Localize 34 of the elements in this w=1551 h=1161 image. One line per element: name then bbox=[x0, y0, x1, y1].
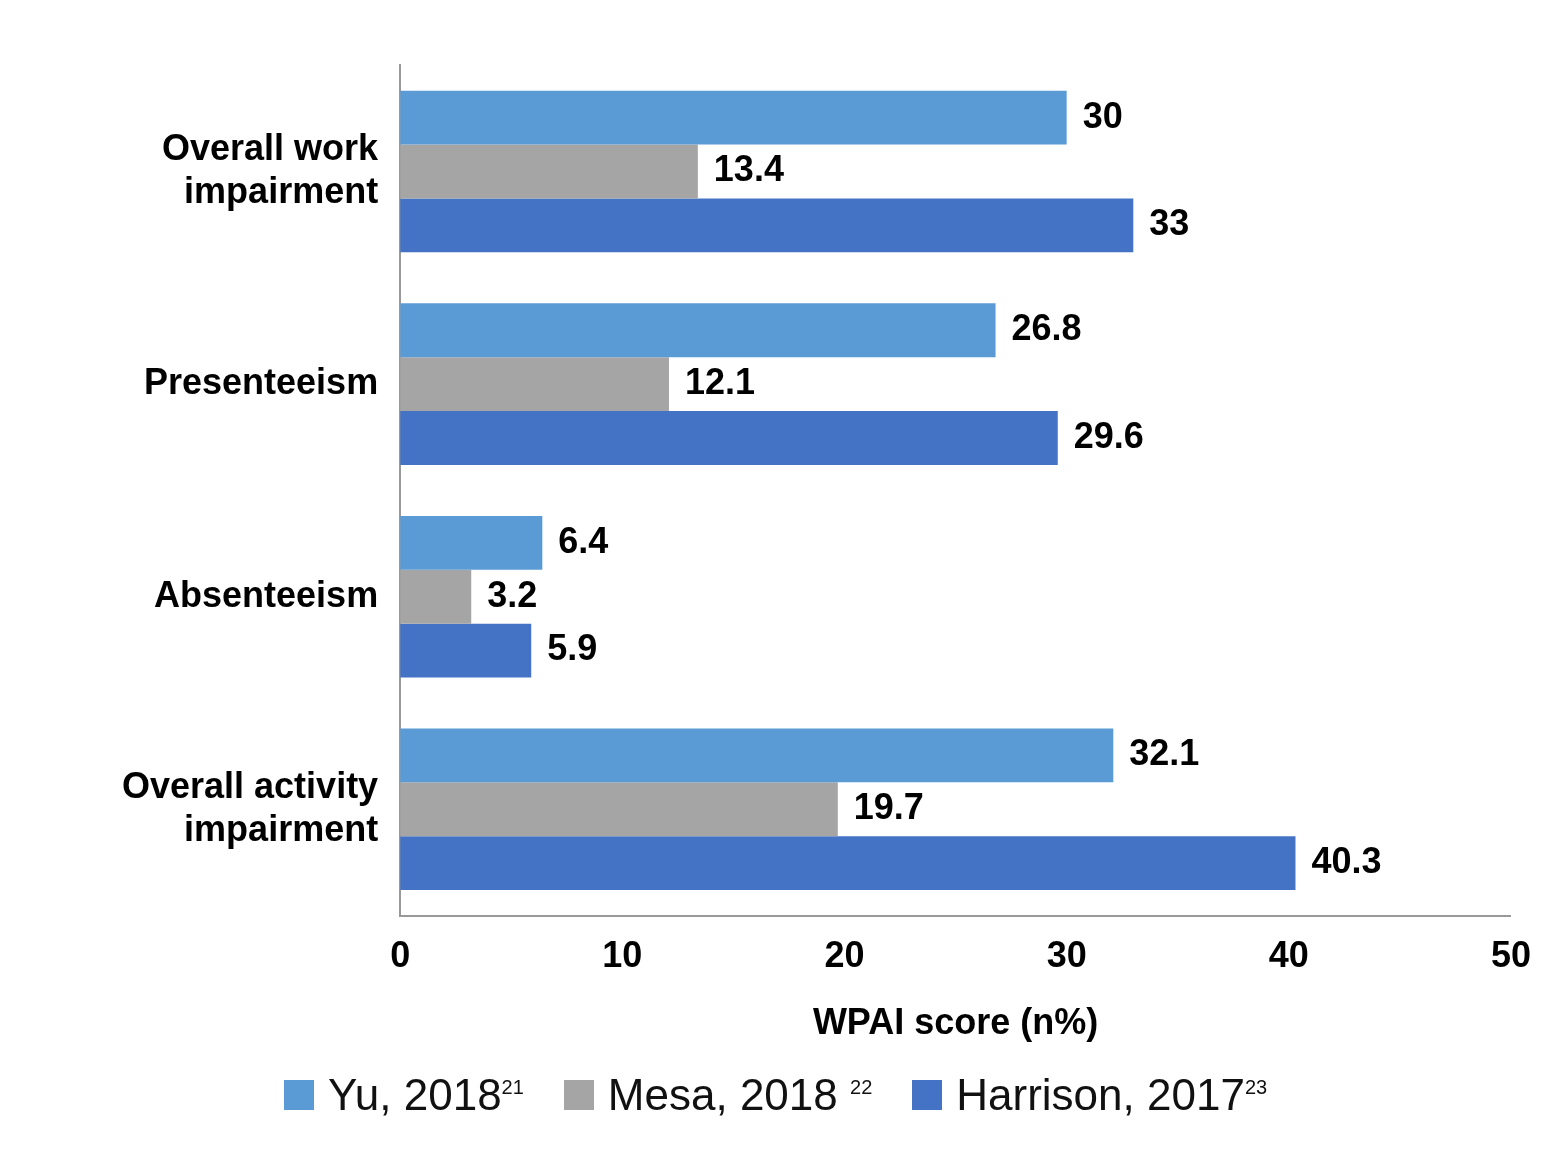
data-label: 33 bbox=[1149, 202, 1190, 244]
bar bbox=[400, 515, 543, 570]
y-tick-label: Overall work impairment bbox=[162, 126, 380, 212]
data-label: 5.9 bbox=[547, 627, 598, 669]
bar bbox=[400, 303, 996, 358]
x-axis-title: WPAI score (n%) bbox=[812, 1001, 1099, 1043]
bar bbox=[400, 836, 1296, 891]
data-label: 30 bbox=[1082, 94, 1123, 136]
x-tick-label: 20 bbox=[824, 934, 865, 976]
x-tick-label: 0 bbox=[390, 934, 411, 976]
data-label: 12.1 bbox=[684, 361, 756, 403]
x-tick-label: 50 bbox=[1490, 934, 1531, 976]
data-label: 26.8 bbox=[1011, 307, 1082, 349]
bar bbox=[400, 90, 1067, 145]
legend-label: Yu, 2018$^{21}$ bbox=[327, 1070, 524, 1120]
y-tick-label: Absenteeism bbox=[154, 573, 379, 615]
bar bbox=[400, 623, 532, 678]
bar bbox=[400, 728, 1114, 783]
data-label: 29.6 bbox=[1073, 414, 1144, 456]
legend-label: Harrison, 2017$^{23}$ bbox=[956, 1070, 1268, 1120]
data-label: 13.4 bbox=[713, 148, 784, 190]
y-tick-label: Presenteeism bbox=[144, 361, 379, 403]
bar bbox=[400, 198, 1134, 253]
data-label: 40.3 bbox=[1311, 840, 1382, 882]
legend-label: Mesa, 2018 $^{22}$ bbox=[607, 1070, 873, 1120]
data-label: 19.7 bbox=[853, 786, 924, 828]
bar bbox=[400, 411, 1058, 465]
data-label: 6.4 bbox=[558, 519, 609, 561]
y-tick-label: Overall activity impairment bbox=[121, 764, 379, 849]
x-tick-label: 30 bbox=[1046, 934, 1087, 976]
x-tick-label: 40 bbox=[1268, 934, 1309, 976]
data-label: 3.2 bbox=[487, 573, 538, 615]
data-label: 32.1 bbox=[1129, 732, 1200, 774]
x-tick-label: 10 bbox=[602, 934, 643, 976]
